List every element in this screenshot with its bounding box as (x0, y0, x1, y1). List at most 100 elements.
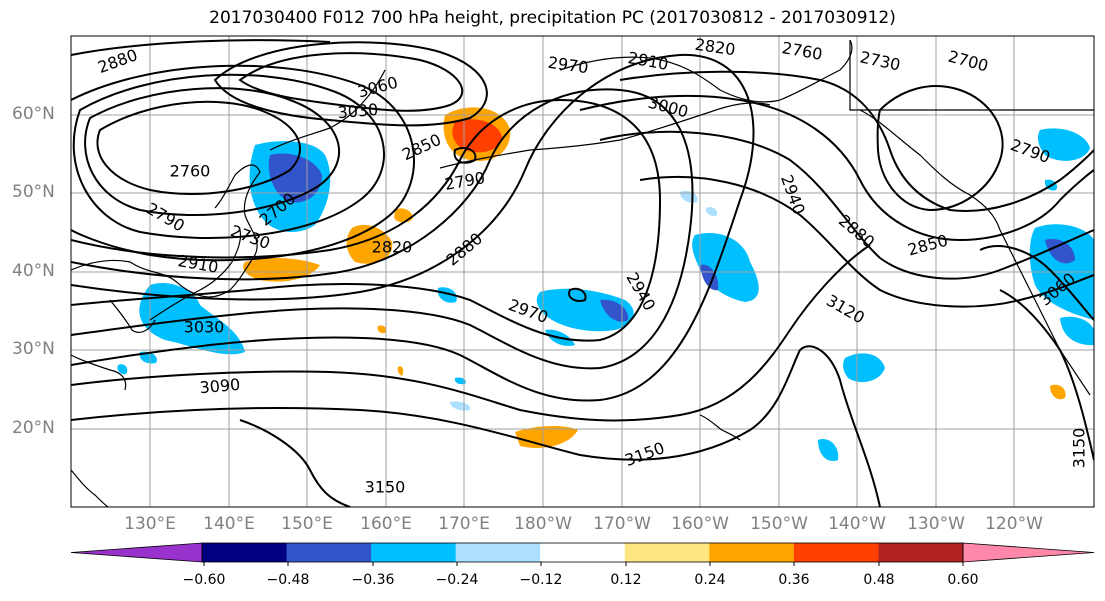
contour-label: 3030 (184, 318, 225, 337)
precip-negative-region (454, 377, 466, 385)
lat-label-30n: 30°N (12, 339, 55, 359)
precip-negative-region (139, 351, 157, 364)
colorbar-tick-label: 0.36 (778, 572, 810, 588)
lat-label-50n: 50°N (12, 182, 55, 202)
lat-label-40n: 40°N (12, 261, 55, 281)
contour-line (979, 245, 1094, 321)
coastline-china (71, 354, 127, 391)
contour-line (639, 175, 1094, 308)
colorbar-tick-label: −0.36 (351, 572, 395, 588)
precip-negative-region (117, 364, 128, 375)
contour-line (619, 70, 1094, 212)
lon-label-120w: 120°W (985, 514, 1043, 534)
lon-label-170e: 170°E (438, 514, 490, 534)
contour-line (71, 39, 331, 56)
contour-line (71, 88, 694, 370)
lon-label-140e: 140°E (203, 514, 255, 534)
coastline-asia (71, 164, 261, 298)
coastline-japan (149, 229, 242, 321)
colorbar-tick-label: −0.60 (182, 572, 226, 588)
contour-line (568, 287, 587, 302)
precip-negative-region (843, 353, 885, 383)
precip-negative-region (705, 207, 718, 217)
lat-label-60n: 60°N (12, 104, 55, 124)
colorbar-segment (709, 543, 795, 562)
contour-label: 3090 (199, 375, 241, 397)
precip-negative-region (600, 299, 629, 322)
lon-label-150w: 150°W (750, 514, 808, 534)
contour-line (84, 87, 340, 217)
graticule (71, 36, 1094, 507)
colorbar-segment (70, 542, 203, 563)
colorbar (70, 542, 1095, 566)
precip-negative-region (1045, 239, 1075, 264)
colorbar-tick-label: −0.24 (435, 572, 479, 588)
lon-label-170w: 170°W (593, 514, 651, 534)
coastline-alaska (559, 39, 853, 103)
lon-label-180w: 180°W (514, 514, 572, 534)
precip-negative-region (700, 264, 719, 291)
colorbar-segment (455, 543, 541, 562)
lon-label-150e: 150°E (281, 514, 333, 534)
colorbar-segment (962, 542, 1095, 563)
contour-label: 2820 (372, 238, 413, 257)
coastline-aleutians (439, 102, 771, 169)
coastline-korea (109, 299, 156, 333)
contour-line (876, 85, 1004, 212)
precip-positive-region (377, 325, 387, 334)
height-contours (71, 39, 1094, 507)
precip-negative-region (1037, 128, 1090, 161)
contour-line (599, 130, 1094, 280)
coastline-philippines (71, 469, 109, 507)
contour-line (71, 53, 755, 402)
precip-negative-region (1060, 316, 1094, 346)
colorbar-tick-label: 0.24 (694, 572, 726, 588)
lon-label-160e: 160°E (360, 514, 412, 534)
contour-line (999, 289, 1094, 461)
colorbar-segment (793, 543, 879, 562)
colorbar-tick-label: 0.12 (610, 572, 642, 588)
contour-line (96, 100, 301, 195)
precip-negative-region (268, 153, 322, 203)
precip-positive-region (243, 258, 320, 282)
coastline-hawaii (699, 414, 741, 441)
colorbar-tick-label: −0.48 (266, 572, 310, 588)
precip-negative-region (437, 287, 457, 303)
contour-label: 3150 (365, 478, 406, 497)
contour-line (238, 52, 464, 112)
map-title: 2017030400 F012 700 hPa height, precipit… (209, 8, 896, 28)
contour-label: 3030 (337, 100, 379, 122)
colorbar-tick-label: 0.60 (947, 572, 979, 588)
colorbar-tick-label: 0.48 (863, 572, 895, 588)
contour-line (579, 94, 1094, 242)
coastline-north-america-west (999, 229, 1091, 396)
colorbar-segment (202, 543, 288, 562)
precip-negative-region (536, 288, 634, 332)
contour-line (71, 244, 871, 422)
precip-negative-region (450, 401, 471, 411)
colorbar-segment (371, 543, 457, 562)
precip-negative-region (818, 439, 839, 462)
lon-label-130e: 130°E (124, 514, 176, 534)
colorbar-segment (624, 543, 710, 562)
colorbar-segment (540, 543, 626, 562)
coastlines (71, 39, 1094, 507)
contour-line (71, 64, 415, 262)
colorbar-tick-label: −0.12 (519, 572, 563, 588)
colorbar-segment (286, 543, 372, 562)
contour-line (72, 73, 385, 239)
lon-label-160w: 160°W (671, 514, 729, 534)
contour-line (213, 41, 488, 127)
contour-line (239, 419, 351, 507)
precip-positive-region (397, 366, 404, 376)
coastline-alaska-interior (849, 40, 1094, 111)
contour-line (453, 147, 477, 164)
lat-label-20n: 20°N (12, 418, 55, 438)
contour-label: 3150 (1070, 428, 1089, 469)
colorbar-border (201, 542, 964, 563)
contour-line (71, 345, 881, 507)
precip-negative-region (692, 233, 759, 302)
precip-positive-region (1050, 384, 1066, 400)
lon-label-130w: 130°W (907, 514, 965, 534)
